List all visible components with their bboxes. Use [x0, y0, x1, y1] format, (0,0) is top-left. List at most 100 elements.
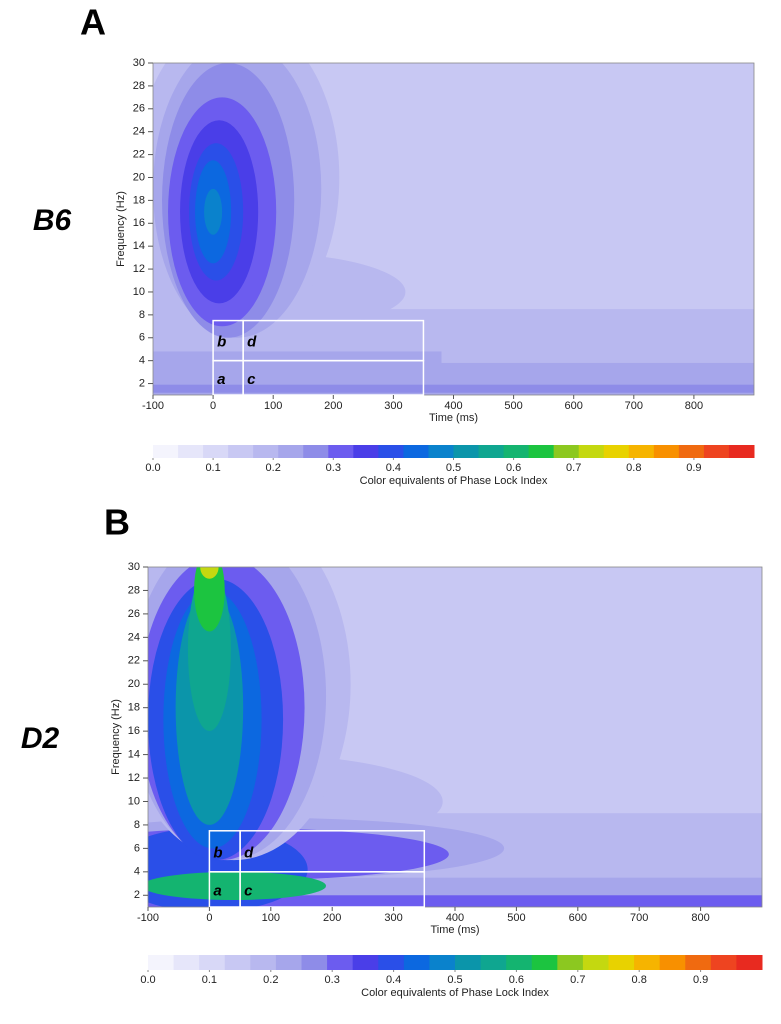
colorbar-tick-label: 0.1 [205, 462, 220, 474]
colorbar-tick-label: 0.4 [386, 974, 401, 986]
region-box [239, 830, 426, 873]
y-tick-label: 20 [128, 678, 140, 690]
colorbar-segment [275, 955, 302, 970]
contour-band [148, 895, 762, 907]
colorbar-segment [531, 955, 558, 970]
x-axis-label: Time (ms) [429, 412, 478, 424]
colorbar-segment [728, 445, 755, 458]
x-tick-label: 800 [685, 400, 703, 412]
region-label: c [244, 882, 253, 899]
x-axis-label: Time (ms) [430, 924, 479, 936]
y-tick-label: 26 [128, 608, 140, 620]
colorbar-segment [455, 955, 482, 970]
y-tick-label: 4 [139, 355, 145, 367]
x-tick-label: 400 [444, 400, 462, 412]
region-label: c [247, 371, 256, 388]
y-tick-label: 22 [128, 655, 140, 667]
heatmap [148, 567, 762, 907]
group-label: D2 [21, 722, 60, 755]
colorbar-tick-label: 0.0 [140, 974, 155, 986]
colorbar-tick-label: 0.3 [326, 462, 341, 474]
y-tick-label: 20 [133, 171, 145, 183]
region-label: a [217, 371, 225, 388]
colorbar-segment [253, 445, 279, 458]
x-tick-label: 700 [625, 400, 643, 412]
y-tick-label: 2 [139, 377, 145, 389]
y-tick-label: 16 [128, 725, 140, 737]
y-tick-label: 28 [133, 80, 145, 92]
x-tick-label: 600 [565, 400, 583, 412]
x-tick-label: -100 [137, 912, 159, 924]
contour-level [200, 567, 219, 579]
y-tick-label: 14 [133, 240, 145, 252]
colorbar-segment [228, 445, 254, 458]
x-tick-label: 100 [264, 400, 282, 412]
colorbar-segment [578, 445, 605, 458]
colorbar-segment [506, 955, 533, 970]
colorbar-segment [453, 445, 480, 458]
x-tick-label: 500 [504, 400, 522, 412]
colorbar-segment [353, 445, 379, 458]
y-tick-label: 10 [133, 286, 145, 298]
colorbar-segment [403, 955, 430, 970]
colorbar-tick-label: 0.6 [506, 462, 521, 474]
region-label: b [217, 334, 226, 351]
colorbar-segment [628, 445, 655, 458]
colorbar-label: Color equivalents of Phase Lock Index [360, 475, 548, 487]
colorbar-segment [148, 955, 175, 970]
x-tick-label: 700 [630, 912, 648, 924]
y-tick-label: 12 [128, 772, 140, 784]
y-tick-label: 6 [134, 842, 140, 854]
panel-label: B [104, 502, 130, 543]
colorbar-tick-label: 0.2 [263, 974, 278, 986]
colorbar-segment [710, 955, 737, 970]
colorbar-segment [703, 445, 730, 458]
colorbar-tick-label: 0.5 [446, 462, 461, 474]
colorbar-segment [199, 955, 226, 970]
y-tick-label: 10 [128, 795, 140, 807]
colorbar-segment [403, 445, 429, 458]
colorbar-segment [685, 955, 712, 970]
contour-level [204, 188, 223, 235]
colorbar-segment [327, 955, 354, 970]
y-tick-label: 24 [128, 631, 140, 643]
colorbar-segment [278, 445, 304, 458]
group-label: B6 [33, 204, 72, 237]
colorbar-segment [603, 445, 630, 458]
y-tick-label: 6 [139, 332, 145, 344]
colorbar-segment [378, 445, 404, 458]
y-tick-label: 12 [133, 263, 145, 275]
y-tick-label: 2 [134, 889, 140, 901]
colorbar-segment [553, 445, 580, 458]
colorbar-tick-label: 0.9 [686, 462, 701, 474]
panel-label: A [80, 2, 106, 43]
y-tick-label: 8 [134, 819, 140, 831]
heatmap [153, 63, 754, 395]
x-tick-label: 200 [324, 400, 342, 412]
colorbar-tick-label: 0.9 [693, 974, 708, 986]
x-tick-label: 600 [569, 912, 587, 924]
colorbar-segment [250, 955, 277, 970]
colorbar-segment [608, 955, 635, 970]
x-tick-label: 0 [206, 912, 212, 924]
colorbar-segment [301, 955, 328, 970]
colorbar-segment [503, 445, 530, 458]
colorbar-tick-label: 0.7 [566, 462, 581, 474]
colorbar-segment [303, 445, 329, 458]
y-tick-label: 24 [133, 126, 145, 138]
region-label: d [244, 844, 254, 861]
colorbar-tick-label: 0.7 [570, 974, 585, 986]
colorbar-tick-label: 0.1 [202, 974, 217, 986]
region-label: d [247, 334, 257, 351]
colorbar-tick-label: 0.8 [632, 974, 647, 986]
colorbar-segment [634, 955, 661, 970]
region-label: a [213, 882, 221, 899]
y-tick-label: 28 [128, 584, 140, 596]
colorbar-segment [678, 445, 705, 458]
colorbar-segment [173, 955, 200, 970]
contour-level [148, 871, 327, 900]
colorbar-tick-label: 0.5 [447, 974, 462, 986]
y-tick-label: 18 [133, 194, 145, 206]
y-axis-label: Frequency (Hz) [110, 699, 122, 775]
